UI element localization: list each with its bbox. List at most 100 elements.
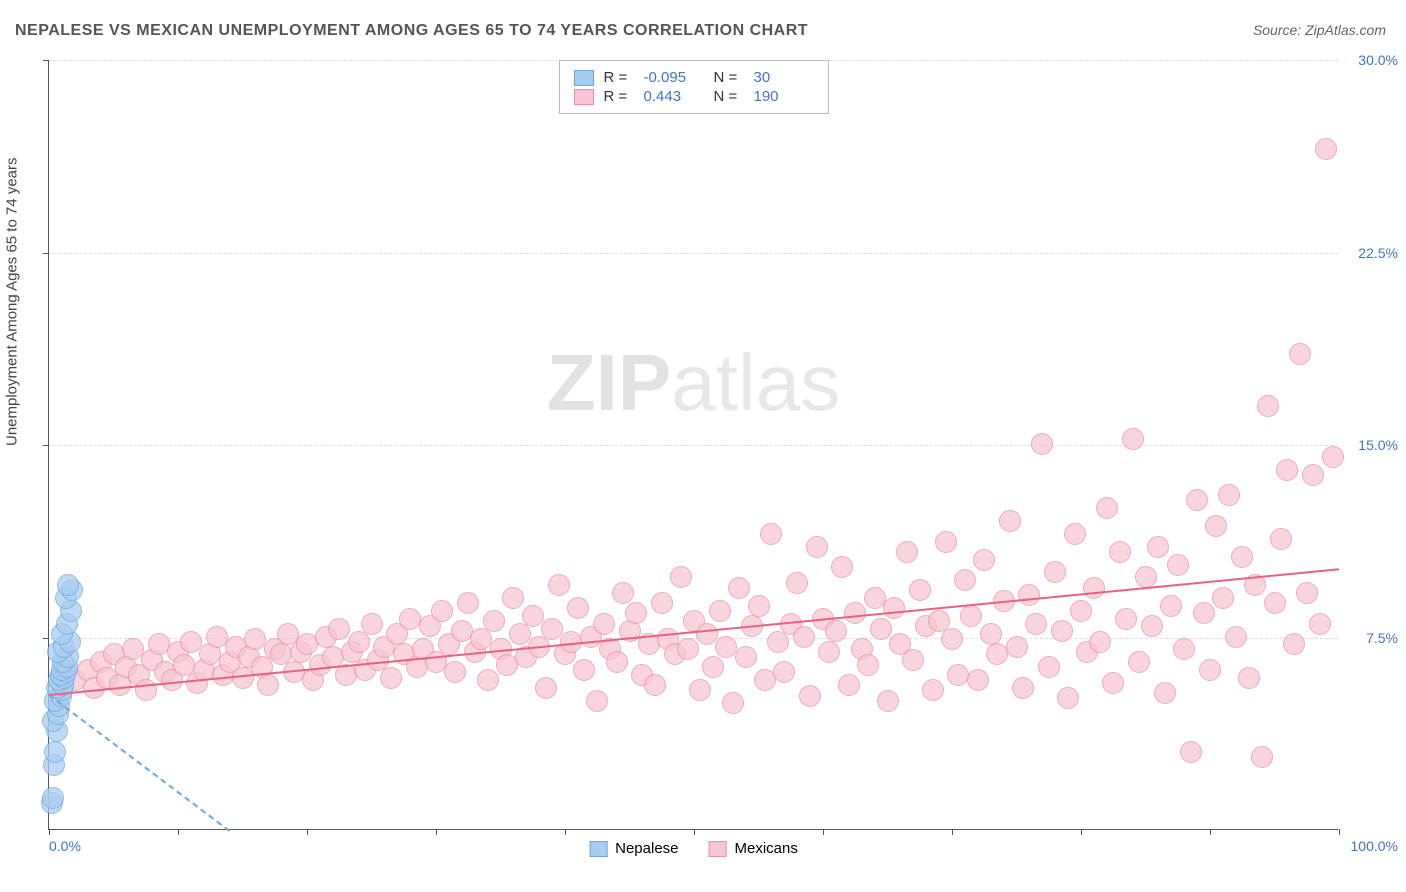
legend-n-label: N = [714,88,744,105]
scatter-point [1231,546,1253,568]
legend-row-nepalese: R = -0.095 N = 30 [574,69,814,86]
scatter-point [954,569,976,591]
scatter-point [838,674,860,696]
scatter-point [935,531,957,553]
x-tick [1339,829,1340,835]
scatter-point [1096,497,1118,519]
y-axis-label: Unemployment Among Ages 65 to 74 years [4,157,21,446]
scatter-point [1315,138,1337,160]
scatter-point [1044,561,1066,583]
scatter-point [857,654,879,676]
x-tick [694,829,695,835]
scatter-point [1154,682,1176,704]
scatter-point [1051,620,1073,642]
scatter-point [1089,631,1111,653]
legend-correlation-box: R = -0.095 N = 30 R = 0.443 N = 190 [559,60,829,114]
source-name: ZipAtlas.com [1305,22,1386,38]
scatter-point [702,656,724,678]
scatter-point [883,597,905,619]
scatter-point [457,592,479,614]
scatter-point [1302,464,1324,486]
legend-r-label: R = [604,88,634,105]
legend-r-label: R = [604,69,634,86]
watermark-bold: ZIP [547,338,671,427]
scatter-point [1251,746,1273,768]
scatter-point [567,597,589,619]
legend-item-nepalese: Nepalese [589,840,678,857]
scatter-point [57,574,79,596]
x-tick [436,829,437,835]
legend-r-value-mexicans: 0.443 [644,88,704,105]
scatter-point [748,595,770,617]
scatter-point [1057,687,1079,709]
legend-row-mexicans: R = 0.443 N = 190 [574,88,814,105]
scatter-point [973,549,995,571]
scatter-point [42,787,64,809]
y-tick [43,638,49,639]
gridline [49,445,1338,446]
scatter-point [1160,595,1182,617]
scatter-point [1122,428,1144,450]
scatter-point [877,690,899,712]
scatter-point [257,674,279,696]
scatter-point [1173,638,1195,660]
scatter-point [44,741,66,763]
scatter-point [431,600,453,622]
scatter-point [1128,651,1150,673]
scatter-point [1289,343,1311,365]
scatter-point [909,579,931,601]
scatter-point [896,541,918,563]
legend-label-nepalese: Nepalese [615,840,678,857]
scatter-point [728,577,750,599]
scatter-point [902,649,924,671]
scatter-point [348,631,370,653]
x-axis-end-label: 100.0% [1351,838,1398,854]
scatter-point [651,592,673,614]
gridline [49,253,1338,254]
scatter-point [477,669,499,691]
scatter-point [831,556,853,578]
scatter-point [818,641,840,663]
legend-label-mexicans: Mexicans [735,840,798,857]
scatter-point [1031,433,1053,455]
y-tick [43,445,49,446]
scatter-point [1012,677,1034,699]
x-axis-start-label: 0.0% [49,838,81,854]
scatter-point [696,623,718,645]
scatter-point [786,572,808,594]
scatter-point [844,602,866,624]
y-tick [43,60,49,61]
trend-line [48,694,230,832]
scatter-point [722,692,744,714]
scatter-point [593,613,615,635]
scatter-point [1115,608,1137,630]
scatter-point [709,600,731,622]
scatter-point [1018,584,1040,606]
scatter-point [760,523,782,545]
scatter-point [1038,656,1060,678]
scatter-point [999,510,1021,532]
chart-title: NEPALESE VS MEXICAN UNEMPLOYMENT AMONG A… [15,22,808,40]
scatter-point [793,626,815,648]
scatter-point [870,618,892,640]
scatter-point [922,679,944,701]
x-tick [565,829,566,835]
scatter-point [980,623,1002,645]
legend-n-value-nepalese: 30 [754,69,814,86]
x-tick [1210,829,1211,835]
scatter-point [1264,592,1286,614]
scatter-point [361,613,383,635]
scatter-point [483,610,505,632]
scatter-point [1006,636,1028,658]
source-prefix: Source: [1253,22,1305,38]
scatter-point [535,677,557,699]
scatter-point [941,628,963,650]
scatter-point [1309,613,1331,635]
legend-item-mexicans: Mexicans [709,840,798,857]
x-tick [178,829,179,835]
scatter-point [1225,626,1247,648]
scatter-point [1238,667,1260,689]
scatter-point [1180,741,1202,763]
x-tick [1081,829,1082,835]
scatter-point [806,536,828,558]
